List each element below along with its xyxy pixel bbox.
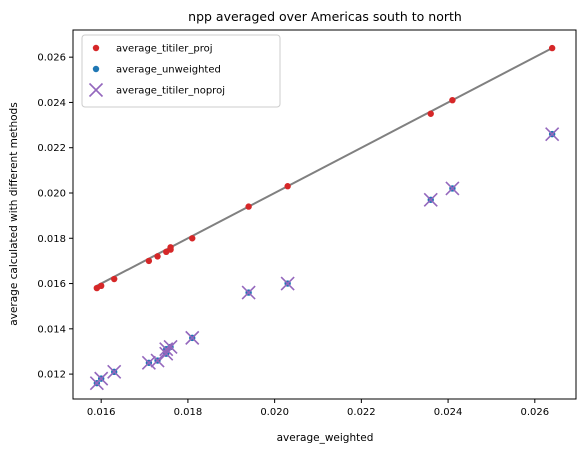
y-tick-label: 0.014 bbox=[37, 324, 66, 335]
y-axis-label: average calculated with different method… bbox=[8, 102, 20, 325]
point-average_titiler_noproj-4 bbox=[150, 353, 165, 368]
point-average_titiler_noproj-12 bbox=[445, 181, 460, 196]
legend-marker bbox=[88, 82, 104, 98]
point-average_titiler_noproj-13 bbox=[545, 127, 560, 142]
point-average_titiler_proj-2 bbox=[110, 275, 118, 283]
legend-item-average_unweighted: average_unweighted bbox=[92, 65, 221, 76]
point-average_titiler_proj-8 bbox=[189, 235, 196, 242]
x-tick-label: 0.026 bbox=[520, 407, 549, 418]
point-average_titiler_noproj-7 bbox=[163, 339, 178, 354]
y-tick-label: 0.026 bbox=[37, 53, 66, 64]
point-average_titiler_noproj-8 bbox=[185, 330, 200, 345]
point-average_titiler_proj-11 bbox=[427, 110, 434, 117]
legend-marker bbox=[92, 65, 100, 73]
legend-marker bbox=[92, 44, 100, 52]
series-average_titiler_noproj bbox=[89, 127, 560, 391]
point-average_titiler_proj-13 bbox=[548, 44, 556, 52]
y-tick-label: 0.016 bbox=[37, 279, 66, 290]
x-axis-label: average_weighted bbox=[277, 432, 374, 444]
point-average_titiler_proj-12 bbox=[449, 96, 456, 104]
point-average_titiler_noproj-2 bbox=[107, 364, 122, 379]
series-average_titiler_proj bbox=[93, 44, 556, 292]
point-average_titiler_noproj-1 bbox=[94, 371, 109, 386]
y-tick-label: 0.024 bbox=[37, 98, 66, 109]
y-tick-label: 0.012 bbox=[37, 370, 66, 381]
legend: average_titiler_proj average_unweightedav… bbox=[81, 34, 281, 108]
point-average_titiler_noproj-6 bbox=[159, 346, 174, 361]
legend-item-average_titiler_proj: average_titiler_proj bbox=[92, 44, 213, 55]
chart-title: npp averaged over Americas south to nort… bbox=[188, 9, 462, 24]
x-tick-label: 0.020 bbox=[260, 407, 289, 418]
point-average_titiler_noproj-5 bbox=[159, 342, 174, 357]
axes-frame bbox=[72, 29, 577, 400]
point-average_titiler_noproj-3 bbox=[141, 355, 156, 370]
legend-item-average_titiler_noproj: average_titiler_noproj bbox=[88, 82, 225, 98]
y-tick-label: 0.020 bbox=[37, 188, 66, 199]
point-average_titiler_proj-4 bbox=[154, 253, 161, 260]
x-tick-label: 0.024 bbox=[434, 407, 463, 418]
legend-label: average_unweighted bbox=[116, 65, 221, 76]
point-average_titiler_proj-7 bbox=[167, 244, 174, 251]
x-tick-label: 0.018 bbox=[174, 407, 203, 418]
legend-label: average_titiler_proj bbox=[116, 44, 213, 55]
point-average_titiler_noproj-9 bbox=[241, 285, 256, 300]
point-average_titiler_proj-1 bbox=[97, 282, 105, 290]
legend-label: average_titiler_noproj bbox=[116, 86, 225, 97]
x-tick-label: 0.022 bbox=[347, 407, 376, 418]
point-average_titiler_noproj-10 bbox=[280, 276, 295, 291]
point-average_titiler_proj-10 bbox=[284, 183, 291, 190]
point-average_titiler_noproj-11 bbox=[423, 192, 438, 207]
y-tick-label: 0.018 bbox=[37, 234, 66, 245]
x-tick-label: 0.016 bbox=[87, 407, 116, 418]
point-average_titiler_proj-3 bbox=[145, 257, 153, 265]
point-average_titiler_proj-9 bbox=[245, 203, 252, 210]
legend-box bbox=[81, 34, 281, 108]
y-tick-label: 0.022 bbox=[37, 143, 66, 154]
